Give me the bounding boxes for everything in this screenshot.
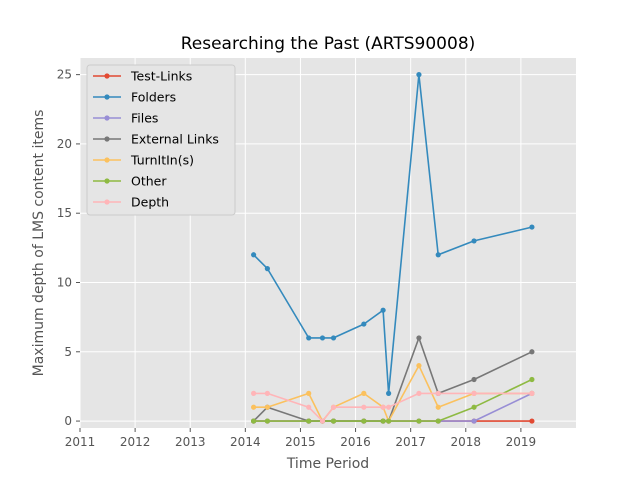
- legend-item: Files: [93, 111, 158, 126]
- legend-label: Folders: [131, 90, 176, 105]
- data-point: [386, 418, 392, 424]
- legend-label: Files: [131, 111, 158, 126]
- legend-item: Other: [93, 174, 167, 189]
- data-point: [529, 390, 535, 396]
- data-point: [264, 418, 270, 424]
- legend-item: Folders: [93, 90, 176, 105]
- data-point: [264, 266, 270, 272]
- data-point: [471, 390, 477, 396]
- x-tick-label: 2017: [395, 435, 426, 449]
- data-point: [361, 321, 367, 327]
- data-point: [361, 404, 367, 410]
- data-point: [330, 418, 337, 424]
- data-point: [306, 390, 312, 396]
- data-point: [386, 390, 392, 396]
- data-point: [529, 418, 535, 424]
- legend-swatch-marker: [104, 178, 110, 184]
- data-point: [330, 335, 337, 341]
- series-layer: [251, 72, 535, 424]
- x-tick-label: 2014: [230, 435, 261, 449]
- series-line-depth: [253, 392, 532, 422]
- legend: Test-Links Folders Files External Links Turn…: [86, 64, 236, 216]
- series-line-turnitin-s: [253, 364, 532, 422]
- data-point: [306, 418, 312, 424]
- data-point: [416, 390, 422, 396]
- data-point: [416, 418, 422, 424]
- data-point: [361, 418, 367, 424]
- y-axis-label: Maximum depth of LMS content items: [31, 110, 47, 377]
- x-axis-label: Time Period: [286, 456, 369, 472]
- legend-label: Test-Links: [130, 69, 192, 84]
- legend-swatch-marker: [104, 199, 110, 205]
- data-point: [251, 390, 257, 396]
- data-point: [330, 404, 337, 410]
- legend-label: Other: [131, 174, 167, 189]
- legend-item: Depth: [93, 195, 169, 210]
- y-tick-label: 5: [64, 345, 72, 359]
- y-tick-label: 0: [64, 414, 72, 428]
- series-depth: [251, 390, 535, 424]
- data-point: [251, 404, 257, 410]
- data-point: [306, 335, 312, 341]
- legend-item: TurnItIn(s): [93, 153, 194, 168]
- legend-swatch-marker: [104, 115, 110, 121]
- data-point: [251, 418, 257, 424]
- legend-label: TurnItIn(s): [130, 153, 194, 168]
- data-point: [319, 335, 326, 341]
- x-tick-label: 2015: [285, 435, 316, 449]
- data-point: [361, 390, 367, 396]
- legend-swatch-marker: [104, 157, 110, 163]
- data-point: [529, 349, 535, 355]
- data-point: [264, 390, 270, 396]
- data-point: [416, 72, 422, 78]
- data-point: [386, 404, 392, 410]
- legend-item: Test-Links: [93, 69, 192, 84]
- y-axis-ticks: 0 5 10 15 20 25: [57, 68, 80, 428]
- series-line-folders: [253, 73, 533, 395]
- data-point: [416, 363, 422, 369]
- x-tick-label: 2013: [175, 435, 206, 449]
- data-point: [435, 404, 441, 410]
- y-tick-label: 10: [57, 275, 72, 289]
- data-point: [471, 376, 477, 383]
- x-tick-label: 2016: [340, 435, 371, 449]
- data-point: [435, 390, 441, 396]
- data-point: [380, 418, 386, 424]
- data-point: [471, 418, 477, 424]
- y-tick-label: 25: [57, 68, 72, 82]
- data-point: [529, 224, 535, 230]
- legend-box: [86, 64, 236, 216]
- data-point: [471, 404, 477, 410]
- series-line-other: [253, 378, 533, 422]
- legend-label: Depth: [131, 195, 169, 210]
- legend-swatch-marker: [104, 136, 110, 142]
- legend-item: External Links: [93, 132, 219, 147]
- series-other: [251, 376, 535, 424]
- legend-swatch-marker: [104, 94, 110, 100]
- x-tick-label: 2018: [451, 435, 482, 449]
- data-point: [471, 238, 477, 244]
- x-tick-label: 2019: [506, 435, 537, 449]
- data-point: [380, 307, 386, 313]
- data-point: [416, 335, 422, 341]
- series-folders: [251, 72, 535, 396]
- data-point: [319, 418, 326, 424]
- y-tick-label: 15: [57, 206, 72, 220]
- chart-title: Researching the Past (ARTS90008): [181, 34, 476, 54]
- y-tick-label: 20: [57, 137, 72, 151]
- data-point: [529, 376, 535, 383]
- x-tick-label: 2011: [65, 435, 96, 449]
- x-axis-ticks: 2011 2012 2013 2014 2015 2016 2017 2018 2019: [65, 428, 536, 449]
- data-point: [435, 252, 441, 258]
- data-point: [306, 404, 312, 410]
- data-point: [251, 252, 257, 258]
- legend-label: External Links: [131, 132, 219, 147]
- legend-swatch-marker: [104, 73, 110, 79]
- data-point: [380, 404, 386, 410]
- x-tick-label: 2012: [120, 435, 151, 449]
- data-point: [264, 404, 270, 410]
- data-point: [435, 418, 441, 424]
